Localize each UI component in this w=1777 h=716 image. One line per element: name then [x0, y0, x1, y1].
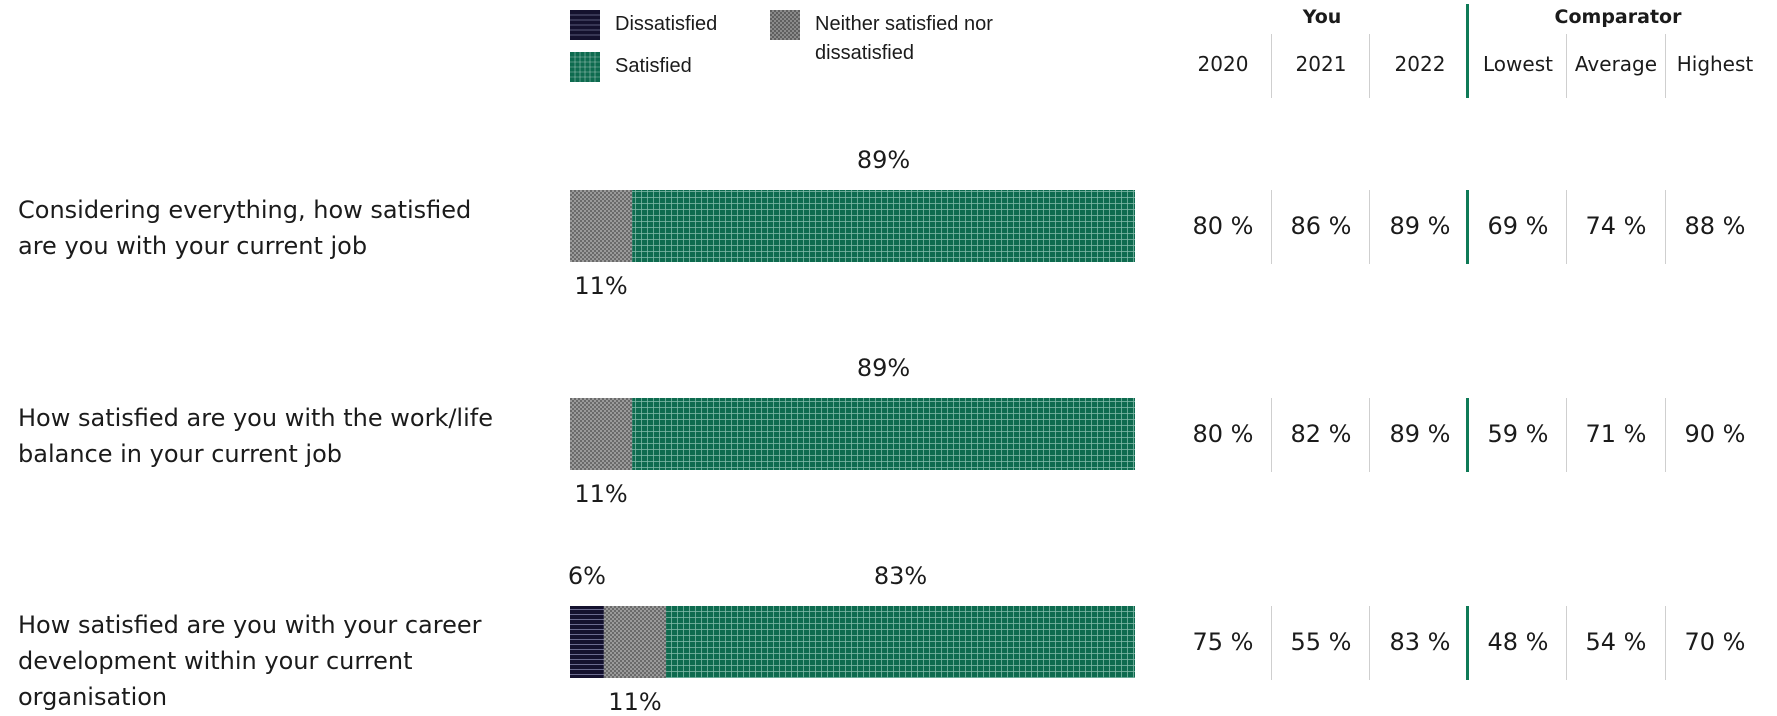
bar-label-satisfied-row-2: 89% [856, 354, 911, 382]
legend-label-neither-line2: dissatisfied [815, 42, 914, 64]
value-cell-2022-row-2: 89 % [1389, 420, 1451, 448]
header-divider [1665, 34, 1666, 98]
value-cell-highest-row-3: 70 % [1684, 628, 1746, 656]
bar-segment-neither-row-2 [570, 398, 633, 470]
header-divider [1271, 34, 1272, 98]
column-divider [1665, 398, 1666, 472]
value-cell-2022-row-3: 83 % [1389, 628, 1451, 656]
question-2-line-2: balance in your current job [18, 440, 343, 468]
bar-segment-satisfied-row-1 [632, 190, 1135, 262]
column-header-average: Average [1574, 52, 1658, 76]
value-cell-lowest-row-3: 48 % [1487, 628, 1549, 656]
question-3-line-2: development within your current [18, 647, 413, 675]
value-cell-2020-row-2: 80 % [1192, 420, 1254, 448]
group-header-you: You [1302, 6, 1342, 28]
question-row-1: Considering everything, how satisfied ar… [18, 192, 538, 264]
bar-label-satisfied-row-1: 89% [856, 146, 911, 174]
question-1-line-1: Considering everything, how satisfied [18, 196, 472, 224]
value-cell-lowest-row-2: 59 % [1487, 420, 1549, 448]
column-divider [1566, 190, 1567, 264]
value-cell-highest-row-2: 90 % [1684, 420, 1746, 448]
value-cell-average-row-2: 71 % [1585, 420, 1647, 448]
column-divider [1665, 606, 1666, 680]
value-cell-2021-row-2: 82 % [1290, 420, 1352, 448]
bar-segment-dissatisfied-row-3 [570, 606, 604, 678]
column-header-2021: 2021 [1295, 52, 1347, 76]
column-divider [1566, 398, 1567, 472]
legend-swatch-neither [770, 10, 800, 40]
value-cell-2020-row-3: 75 % [1192, 628, 1254, 656]
value-cell-2021-row-3: 55 % [1290, 628, 1352, 656]
legend-swatch-satisfied [570, 52, 600, 82]
column-divider [1566, 606, 1567, 680]
column-divider [1369, 398, 1370, 472]
legend-swatch-dissatisfied [570, 10, 600, 40]
question-2-line-1: How satisfied are you with the work/life [18, 404, 493, 432]
bar-segment-neither-row-3 [603, 606, 667, 678]
bar-segment-satisfied-row-2 [632, 398, 1135, 470]
value-cell-2022-row-1: 89 % [1389, 212, 1451, 240]
legend-label-dissatisfied: Dissatisfied [615, 13, 718, 35]
header-divider [1566, 34, 1567, 98]
column-header-2022: 2022 [1394, 52, 1446, 76]
value-cell-lowest-row-1: 69 % [1487, 212, 1549, 240]
column-divider [1369, 606, 1370, 680]
value-cell-2021-row-1: 86 % [1290, 212, 1352, 240]
column-divider [1665, 190, 1666, 264]
column-divider [1369, 190, 1370, 264]
bar-segment-satisfied-row-3 [666, 606, 1135, 678]
header-group-divider [1466, 4, 1469, 98]
question-row-2: How satisfied are you with the work/life… [18, 400, 538, 472]
bar-label-neither-row-3: 11% [608, 688, 662, 716]
value-cell-average-row-1: 74 % [1585, 212, 1647, 240]
value-cell-average-row-3: 54 % [1585, 628, 1647, 656]
question-row-3: How satisfied are you with your career d… [18, 607, 538, 715]
value-cell-highest-row-1: 88 % [1684, 212, 1746, 240]
group-divider [1466, 190, 1469, 264]
group-header-comparator: Comparator [1554, 6, 1682, 28]
group-divider [1466, 398, 1469, 472]
question-1-line-2: are you with your current job [18, 232, 368, 260]
bar-label-satisfied-row-3: 83% [873, 562, 928, 590]
legend-label-neither-line1: Neither satisfied nor [815, 13, 993, 35]
bar-label-neither-row-1: 11% [574, 272, 628, 300]
column-divider [1271, 606, 1272, 680]
bar-label-dissatisfied-row-3: 6% [567, 562, 606, 590]
group-divider [1466, 606, 1469, 680]
column-divider [1271, 398, 1272, 472]
header-divider [1369, 34, 1370, 98]
question-3-line-3: organisation [18, 683, 168, 711]
legend-label-satisfied: Satisfied [615, 55, 692, 77]
question-3-line-1: How satisfied are you with your career [18, 611, 482, 639]
value-cell-2020-row-1: 80 % [1192, 212, 1254, 240]
column-header-highest: Highest [1676, 52, 1754, 76]
column-header-2020: 2020 [1197, 52, 1249, 76]
column-header-lowest: Lowest [1483, 52, 1553, 76]
bar-segment-neither-row-1 [570, 190, 633, 262]
column-divider [1271, 190, 1272, 264]
bar-label-neither-row-2: 11% [574, 480, 628, 508]
